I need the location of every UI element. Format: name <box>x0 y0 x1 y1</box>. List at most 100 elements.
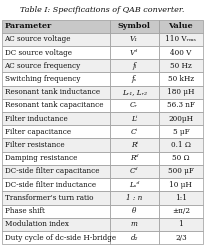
Bar <box>2 59 109 72</box>
Text: 500 μF: 500 μF <box>167 168 193 175</box>
Bar <box>158 165 202 178</box>
Text: fₛ: fₛ <box>131 75 136 83</box>
Bar <box>158 59 202 72</box>
Text: d₂: d₂ <box>130 233 137 242</box>
Bar <box>158 46 202 59</box>
Bar <box>2 99 109 112</box>
Bar <box>109 72 158 86</box>
Text: 1:1: 1:1 <box>174 194 186 202</box>
Bar <box>158 152 202 165</box>
Text: 5 μF: 5 μF <box>172 128 188 136</box>
Bar <box>2 33 109 46</box>
Bar <box>109 33 158 46</box>
Text: Switching frequency: Switching frequency <box>4 75 80 83</box>
Bar <box>158 72 202 86</box>
Text: DC-side filter inductance: DC-side filter inductance <box>4 181 95 189</box>
Text: 10 μH: 10 μH <box>169 181 191 189</box>
Bar <box>2 165 109 178</box>
Text: Vᵈ: Vᵈ <box>130 48 137 57</box>
Text: 50 kHz: 50 kHz <box>167 75 193 83</box>
Bar <box>158 86 202 99</box>
Text: 1 : n: 1 : n <box>125 194 142 202</box>
Text: Filter capacitance: Filter capacitance <box>4 128 70 136</box>
Bar <box>109 19 158 33</box>
Bar <box>109 112 158 125</box>
Text: Resonant tank capacitance: Resonant tank capacitance <box>4 101 102 109</box>
Text: Lₛᵈ: Lₛᵈ <box>128 181 139 189</box>
Text: AC source frequency: AC source frequency <box>4 62 80 70</box>
Text: 50 Ω: 50 Ω <box>171 154 189 162</box>
Bar <box>158 138 202 152</box>
Bar <box>109 204 158 218</box>
Text: Filter resistance: Filter resistance <box>4 141 64 149</box>
Text: fₗ: fₗ <box>131 62 136 70</box>
Bar <box>2 152 109 165</box>
Bar <box>2 46 109 59</box>
Text: ±π/2: ±π/2 <box>171 207 189 215</box>
Bar <box>109 191 158 204</box>
Text: Duty cycle of dc-side H-bridge: Duty cycle of dc-side H-bridge <box>4 233 115 242</box>
Text: 180 μH: 180 μH <box>166 88 194 96</box>
Text: Lⁱ: Lⁱ <box>130 115 137 123</box>
Bar <box>158 178 202 191</box>
Bar <box>2 112 109 125</box>
Bar <box>158 125 202 138</box>
Text: Cᵈ: Cᵈ <box>129 168 138 175</box>
Text: Table I: Specifications of QAB converter.: Table I: Specifications of QAB converter… <box>20 6 184 14</box>
Text: 50 Hz: 50 Hz <box>169 62 191 70</box>
Bar <box>2 138 109 152</box>
Text: Rᵈ: Rᵈ <box>129 154 138 162</box>
Bar <box>2 231 109 244</box>
Text: 1: 1 <box>178 220 182 228</box>
Text: Lᵣ₁, Lᵣ₂: Lᵣ₁, Lᵣ₂ <box>121 88 146 96</box>
Text: Cᵣ: Cᵣ <box>130 101 137 109</box>
Text: 2/3: 2/3 <box>174 233 186 242</box>
Text: 200μH: 200μH <box>167 115 192 123</box>
Bar <box>109 46 158 59</box>
Text: 56.3 nF: 56.3 nF <box>166 101 194 109</box>
Text: m: m <box>130 220 137 228</box>
Bar <box>2 191 109 204</box>
Bar <box>158 99 202 112</box>
Text: Filter inductance: Filter inductance <box>4 115 67 123</box>
Text: θ: θ <box>131 207 136 215</box>
Bar <box>2 72 109 86</box>
Bar <box>109 165 158 178</box>
Text: AC source voltage: AC source voltage <box>4 35 71 43</box>
Text: Transformer’s turn ratio: Transformer’s turn ratio <box>4 194 93 202</box>
Text: DC source voltage: DC source voltage <box>4 48 71 57</box>
Text: Rⁱ: Rⁱ <box>130 141 137 149</box>
Bar <box>2 125 109 138</box>
Bar <box>2 178 109 191</box>
Bar <box>109 178 158 191</box>
Bar <box>158 204 202 218</box>
Bar <box>158 33 202 46</box>
Text: Value: Value <box>168 22 192 30</box>
Text: V₁: V₁ <box>130 35 137 43</box>
Bar <box>158 191 202 204</box>
Text: Damping resistance: Damping resistance <box>4 154 76 162</box>
Text: DC-side filter capacitance: DC-side filter capacitance <box>4 168 99 175</box>
Text: Resonant tank inductance: Resonant tank inductance <box>4 88 99 96</box>
Text: Symbol: Symbol <box>117 22 150 30</box>
Bar <box>158 19 202 33</box>
Bar <box>109 99 158 112</box>
Bar <box>109 231 158 244</box>
Text: Parameter: Parameter <box>4 22 51 30</box>
Bar <box>109 59 158 72</box>
Bar <box>109 218 158 231</box>
Text: Cⁱ: Cⁱ <box>130 128 137 136</box>
Bar <box>158 112 202 125</box>
Bar <box>2 19 109 33</box>
Bar <box>2 218 109 231</box>
Text: Modulation index: Modulation index <box>4 220 68 228</box>
Text: 400 V: 400 V <box>169 48 191 57</box>
Bar <box>2 86 109 99</box>
Bar <box>2 204 109 218</box>
Text: 0.1 Ω: 0.1 Ω <box>170 141 190 149</box>
Bar <box>158 231 202 244</box>
Bar <box>158 218 202 231</box>
Bar <box>109 152 158 165</box>
Bar <box>109 138 158 152</box>
Text: Phase shift: Phase shift <box>4 207 44 215</box>
